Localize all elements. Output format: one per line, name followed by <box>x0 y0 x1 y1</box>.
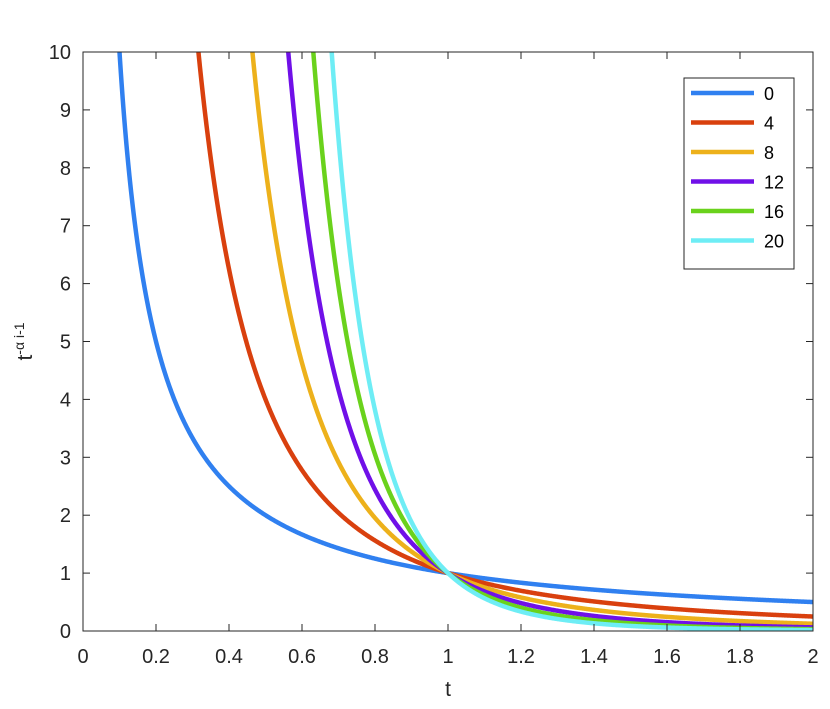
y-tick-label: 7 <box>60 216 71 238</box>
x-tick-label: 1.8 <box>726 646 754 668</box>
x-tick-label: 2 <box>807 646 818 668</box>
x-tick-label: 1.6 <box>653 646 681 668</box>
legend: 0 4 8 12 16 20 <box>683 77 795 270</box>
legend-label: 16 <box>764 202 784 222</box>
legend-label: 0 <box>764 84 774 104</box>
y-tick-label: 1 <box>60 563 71 585</box>
legend-label: 20 <box>764 232 784 252</box>
series-line-20 <box>329 52 813 631</box>
x-tick-label: 0.8 <box>361 646 389 668</box>
y-tick-label: 4 <box>60 389 71 411</box>
x-axis-label: t <box>445 678 451 701</box>
legend-label: 4 <box>764 114 774 134</box>
x-tick-label: 1.2 <box>507 646 535 668</box>
series-line-12 <box>285 52 813 630</box>
x-tick-label: 1.4 <box>580 646 608 668</box>
y-tick-label: 0 <box>60 621 71 643</box>
x-tick-label: 0.2 <box>142 646 170 668</box>
x-tick-label: 0.6 <box>288 646 316 668</box>
legend-box <box>683 77 795 270</box>
series-line-4 <box>196 52 813 619</box>
y-axis-label-exponent: -α i-1 <box>11 322 27 354</box>
y-tick-label: 2 <box>60 505 71 527</box>
ticks-layer <box>82 51 814 632</box>
y-tick-label: 8 <box>60 158 71 180</box>
y-tick-label: 3 <box>60 447 71 469</box>
series-line-8 <box>250 52 813 627</box>
y-tick-label: 9 <box>60 100 71 122</box>
series-line-0 <box>117 52 813 605</box>
y-axis-label: t-α i-1 <box>11 322 37 360</box>
y-axis-label-base: t <box>14 355 37 361</box>
y-tick-label: 6 <box>60 274 71 296</box>
x-tick-label: 0.4 <box>215 646 243 668</box>
series-layer <box>117 52 813 631</box>
x-tick-label: 0 <box>77 646 88 668</box>
legend-label: 12 <box>764 173 784 193</box>
y-tick-label: 10 <box>49 42 71 64</box>
legend-label: 8 <box>764 143 774 163</box>
y-axis-label-text: t-α i-1 <box>11 322 37 360</box>
y-tick-label: 5 <box>60 332 71 354</box>
x-tick-label: 1 <box>442 646 453 668</box>
